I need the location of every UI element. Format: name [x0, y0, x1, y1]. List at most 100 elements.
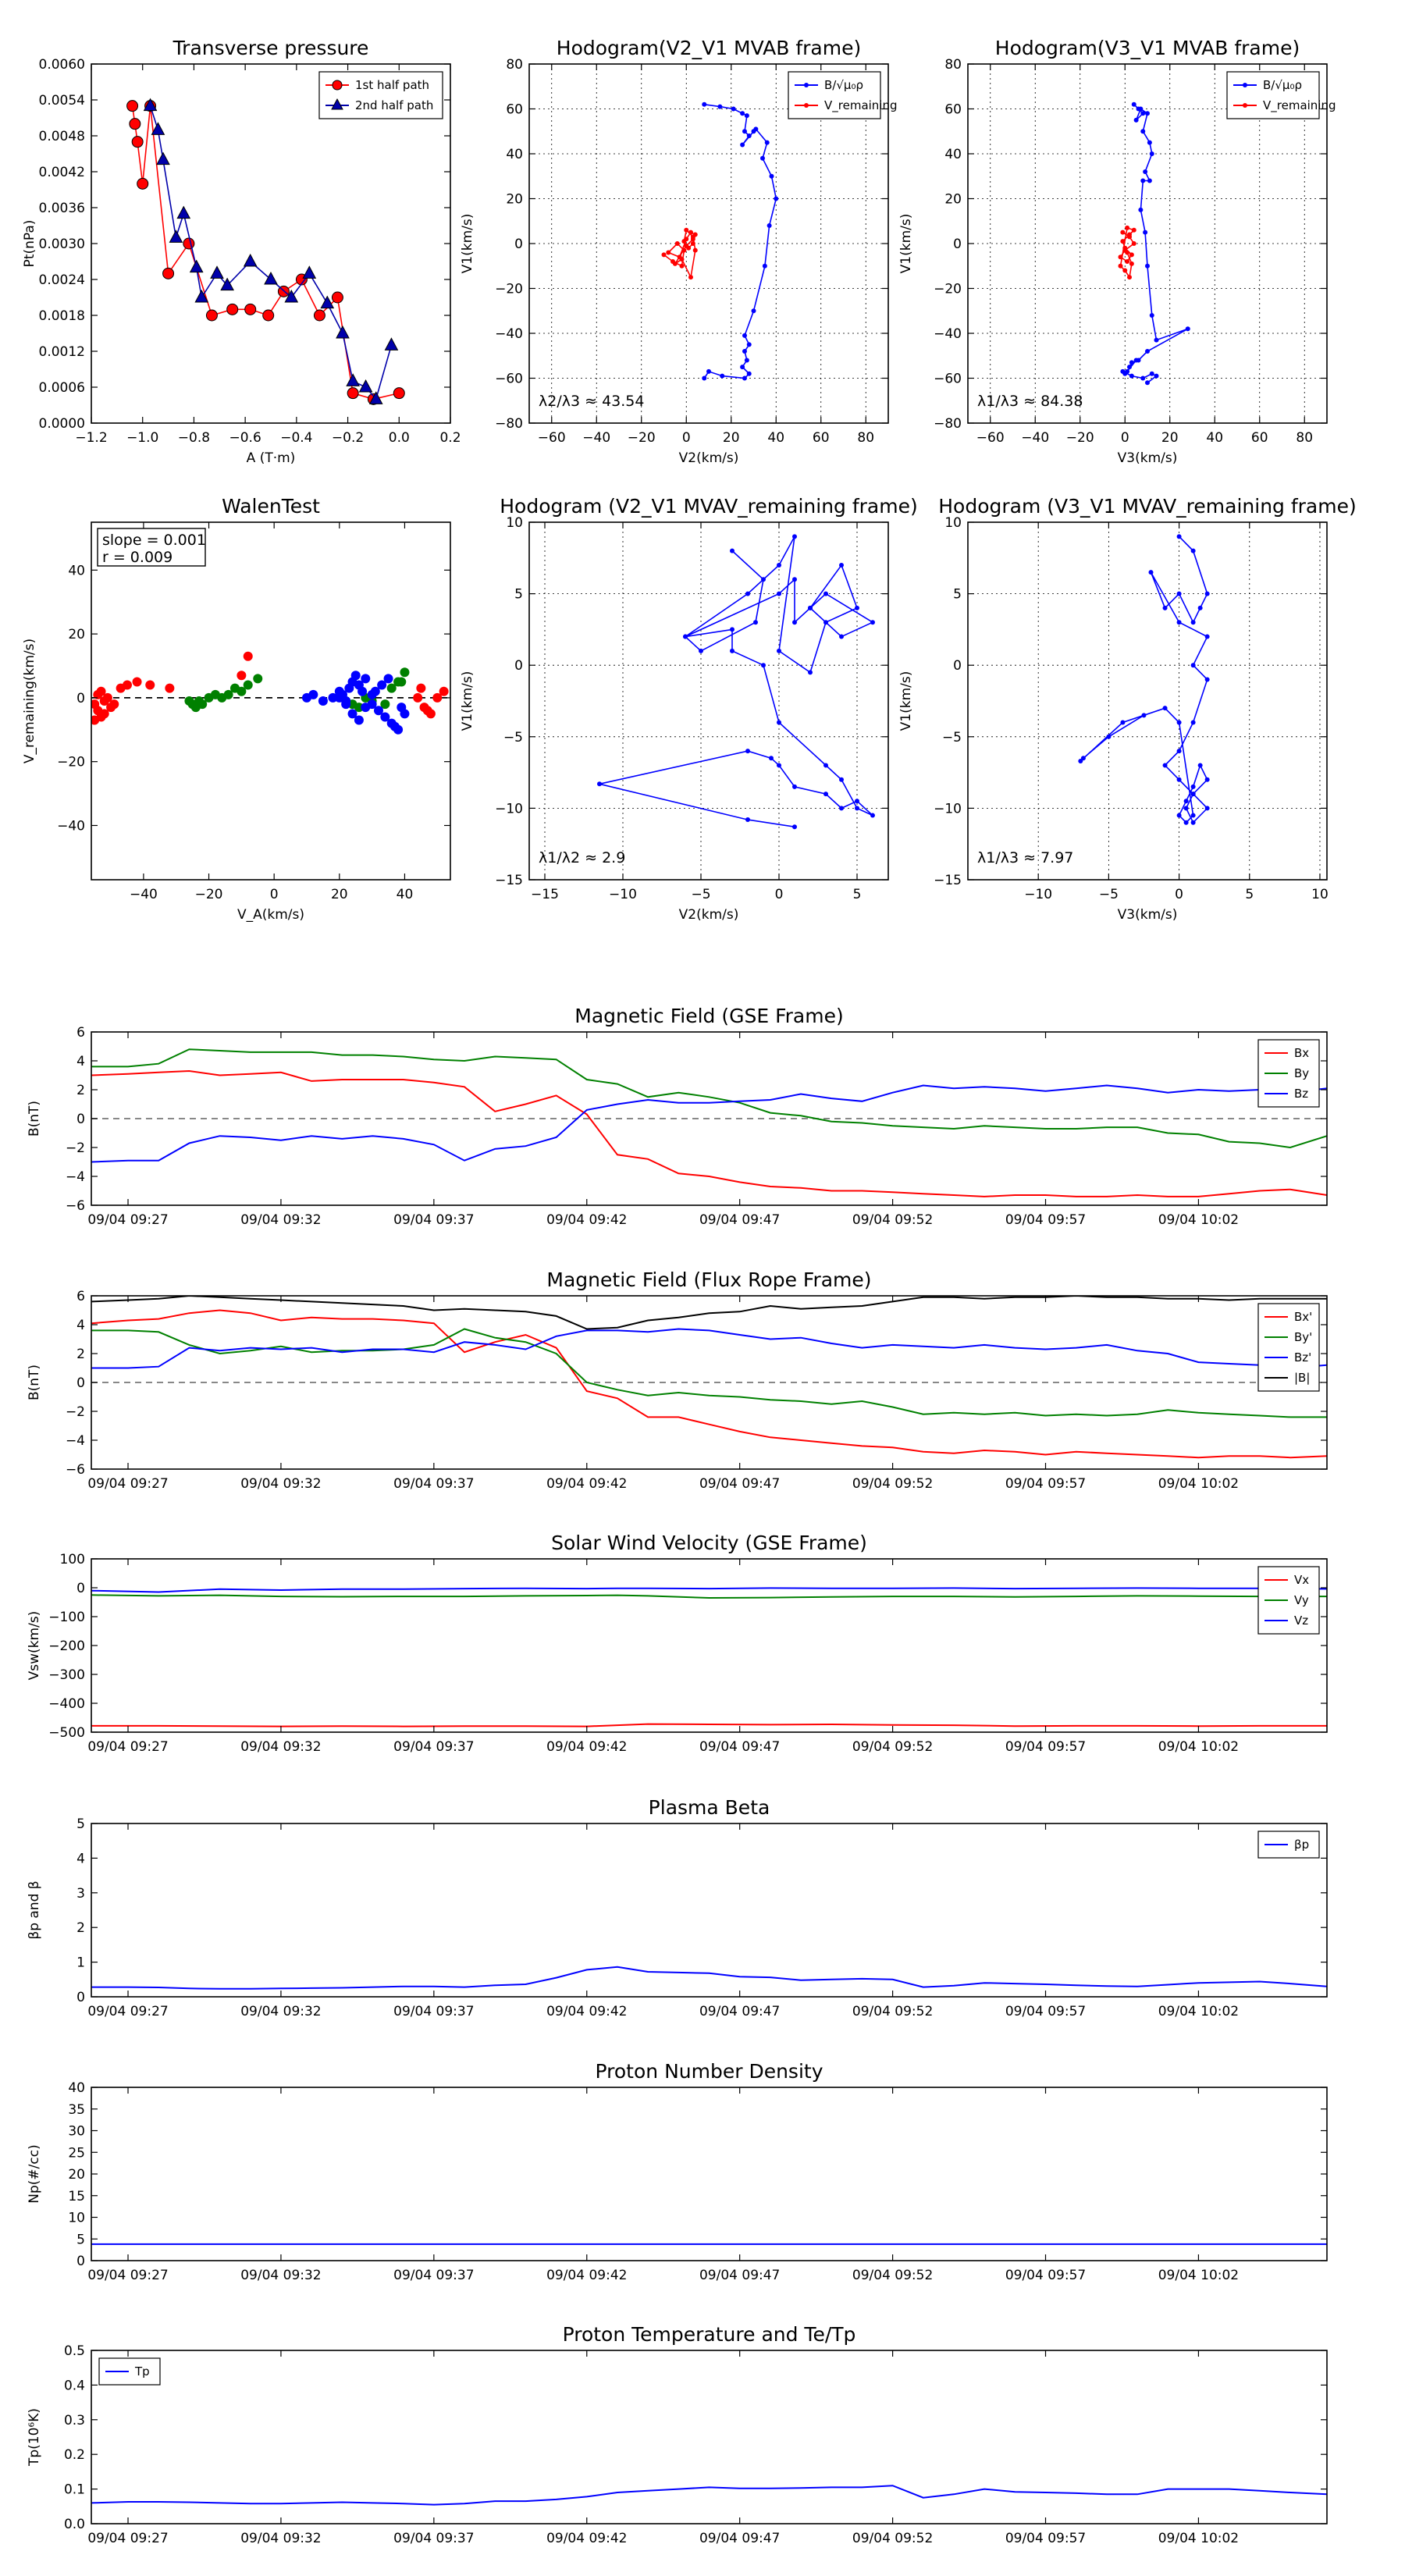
data-point: [1154, 373, 1159, 379]
y-tick-label: 5: [76, 1816, 85, 1832]
x-tick-label: −20: [628, 430, 656, 446]
legend-label: V_remaining: [1263, 98, 1336, 113]
y-tick-label: 0: [76, 691, 85, 706]
data-point: [792, 784, 797, 789]
x-tick-label: −20: [195, 887, 223, 902]
x-tick-label: 09/04 09:27: [87, 2004, 168, 2019]
data-point: [745, 749, 750, 754]
data-point: [361, 674, 371, 684]
data-point: [1122, 245, 1128, 251]
ratio-annotation: λ1/λ3 ≈ 84.38: [977, 393, 1083, 410]
chart-title: Transverse pressure: [173, 37, 369, 59]
data-point: [730, 548, 735, 553]
legend-box: [788, 71, 881, 119]
x-tick-label: 09/04 09:52: [852, 1739, 933, 1755]
x-tick-label: −40: [130, 887, 158, 902]
data-point: [368, 391, 383, 404]
data-point: [194, 289, 209, 303]
data-point: [1131, 101, 1136, 107]
x-tick-label: 09/04 09:47: [699, 1739, 780, 1755]
stats-line: r = 0.009: [102, 549, 173, 566]
y-axis-label: Pt(nPa): [22, 220, 37, 268]
x-tick-label: 09/04 10:02: [1158, 1212, 1239, 1228]
data-point: [706, 368, 711, 374]
x-tick-label: 0: [775, 887, 784, 902]
data-point: [1197, 605, 1203, 610]
x-tick-label: 09/04 09:32: [240, 1476, 321, 1492]
x-tick-label: 09/04 09:27: [87, 2268, 168, 2283]
chart-title: Magnetic Field (GSE Frame): [574, 1005, 843, 1027]
data-point: [1127, 365, 1132, 370]
x-tick-label: −10: [609, 887, 637, 902]
data-point: [383, 674, 393, 684]
y-tick-label: −100: [48, 1610, 85, 1625]
data-point: [384, 337, 399, 350]
x-tick-label: −0.8: [178, 430, 210, 446]
y-tick-label: 40: [944, 147, 962, 162]
y-tick-label: 40: [68, 2080, 85, 2096]
x-tick-label: 09/04 09:27: [87, 2531, 168, 2546]
plot-area: [91, 1048, 1327, 1197]
series-line-1: [91, 1328, 1327, 1418]
data-point: [162, 267, 175, 279]
y-axis-label: V1(km/s): [898, 671, 914, 731]
data-point: [767, 223, 772, 228]
x-tick-label: 80: [857, 430, 874, 446]
data-point: [1190, 792, 1196, 797]
data-point: [1204, 677, 1210, 682]
data-point: [1183, 806, 1189, 811]
data-point: [1129, 360, 1134, 365]
y-tick-label: 4: [76, 1851, 85, 1866]
x-tick-label: 09/04 09:52: [852, 1212, 933, 1228]
y-tick-label: 3: [76, 1886, 85, 1902]
y-tick-label: −4: [66, 1433, 85, 1449]
y-tick-label: 0.0012: [39, 344, 85, 360]
data-point: [1190, 720, 1196, 725]
x-tick-label: 80: [1296, 430, 1313, 446]
data-point: [1149, 371, 1154, 376]
data-point: [237, 686, 247, 696]
y-tick-label: −10: [934, 801, 962, 817]
data-point: [1140, 375, 1146, 381]
x-tick-label: 60: [813, 430, 830, 446]
y-tick-label: 2: [76, 1347, 85, 1362]
data-point: [742, 349, 747, 354]
y-tick-label: 20: [68, 2167, 85, 2183]
data-point: [684, 227, 689, 233]
data-point: [661, 252, 667, 258]
x-tick-label: 09/04 09:57: [1005, 1739, 1086, 1755]
chart-title: Hodogram (V2_V1 MVAV_remaining frame): [500, 495, 918, 518]
data-point: [243, 253, 258, 267]
data-point: [777, 562, 781, 568]
y-tick-label: 35: [68, 2102, 85, 2118]
data-point: [313, 309, 325, 322]
x-tick-label: 09/04 09:57: [1005, 1476, 1086, 1492]
legend-marker: [1243, 83, 1247, 87]
data-point: [839, 634, 844, 639]
x-tick-label: −0.2: [332, 430, 364, 446]
data-point: [688, 229, 693, 235]
legend-label: |B|: [1294, 1371, 1310, 1385]
y-axis-label: Tp(10⁶K): [27, 2408, 42, 2467]
data-point: [393, 387, 405, 400]
x-tick-label: 20: [1161, 430, 1179, 446]
y-tick-label: 4: [76, 1318, 85, 1333]
data-point: [99, 709, 109, 719]
data-point: [350, 671, 361, 681]
data-point: [870, 813, 875, 818]
data-point: [1127, 275, 1132, 280]
x-tick-label: 09/04 09:37: [393, 2268, 474, 2283]
data-point: [253, 674, 263, 684]
data-point: [1131, 227, 1136, 233]
data-point: [347, 387, 359, 400]
data-point: [129, 118, 141, 130]
y-tick-label: 1: [76, 1955, 85, 1971]
x-tick-label: −60: [538, 430, 566, 446]
y-axis-label: B(nT): [27, 1101, 42, 1137]
x-tick-label: −0.6: [229, 430, 261, 446]
y-tick-label: 0.0018: [39, 308, 85, 324]
data-point: [354, 703, 364, 713]
chart-title: Proton Temperature and Te/Tp: [563, 2323, 856, 2346]
y-tick-label: −2: [66, 1404, 85, 1420]
data-point: [839, 806, 844, 811]
